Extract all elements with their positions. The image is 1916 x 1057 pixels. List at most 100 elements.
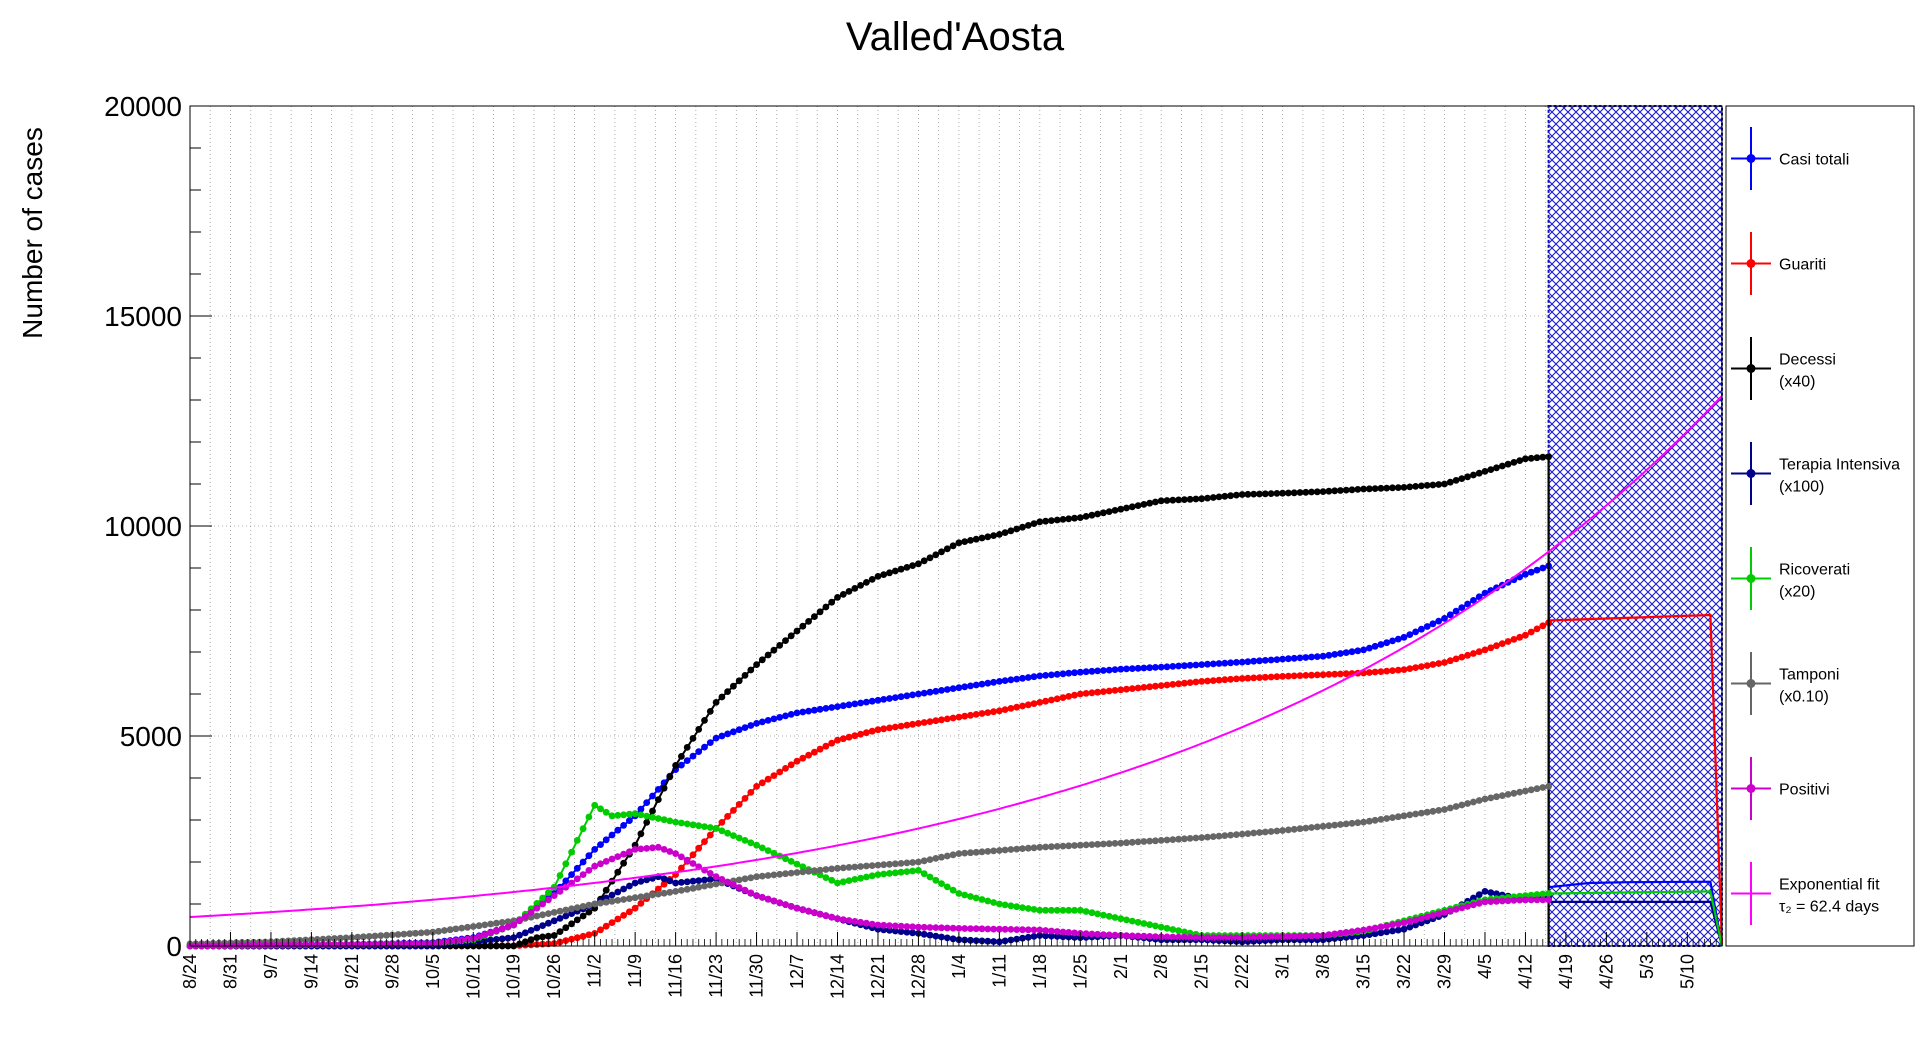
data-point [984, 925, 992, 933]
data-point [1481, 898, 1489, 906]
data-point [926, 873, 934, 881]
data-point [1435, 910, 1443, 918]
data-point [1134, 664, 1142, 672]
data-point [1371, 816, 1379, 824]
data-point [822, 705, 830, 712]
data-point [805, 618, 812, 625]
data-point [886, 724, 893, 732]
data-point [891, 860, 899, 868]
data-point [955, 684, 963, 692]
data-point [1545, 783, 1552, 790]
data-point [730, 881, 737, 889]
data-point [938, 548, 945, 556]
data-point [666, 773, 674, 781]
data-point [978, 534, 986, 542]
data-point [758, 779, 766, 787]
data-point [608, 897, 616, 905]
data-point [475, 922, 483, 930]
data-point [735, 677, 743, 685]
data-point [1053, 906, 1061, 914]
data-point [1065, 842, 1073, 850]
data-point [533, 934, 541, 941]
data-point [863, 862, 870, 870]
data-point [1464, 903, 1471, 910]
data-point [1013, 675, 1021, 683]
data-point [1406, 923, 1414, 931]
data-point [383, 931, 390, 939]
data-point [1533, 454, 1541, 462]
data-point [1470, 901, 1477, 909]
data-point [845, 701, 853, 709]
data-point [972, 925, 980, 933]
legend-marker [1746, 574, 1756, 583]
data-point [1042, 906, 1049, 914]
data-point [839, 878, 847, 886]
data-point [539, 922, 546, 929]
data-point [1140, 838, 1148, 845]
data-point [897, 693, 905, 701]
data-point [1175, 927, 1182, 935]
data-point [649, 891, 656, 899]
data-point [1493, 897, 1500, 905]
data-point [828, 865, 836, 873]
data-point [1007, 926, 1015, 933]
data-point [591, 900, 599, 908]
data-point [799, 863, 807, 871]
data-point [1400, 633, 1408, 641]
data-point [972, 711, 980, 718]
data-point [932, 551, 940, 559]
data-point [1024, 926, 1032, 934]
data-point [1435, 617, 1443, 625]
data-point [1366, 931, 1373, 938]
data-point [978, 925, 986, 933]
data-point [1030, 926, 1038, 934]
x-tick-label: 1/18 [1030, 954, 1050, 989]
data-point [701, 743, 708, 751]
data-point [1290, 933, 1298, 940]
data-point [562, 877, 570, 885]
data-point [556, 907, 564, 915]
x-tick-label: 2/15 [1192, 954, 1212, 989]
x-tick-label: 11/23 [706, 954, 726, 998]
data-point [805, 867, 812, 875]
data-point [1024, 701, 1032, 709]
data-point [886, 569, 893, 577]
data-point [1146, 837, 1154, 845]
data-point [943, 686, 951, 693]
legend-entry: Casi totali [1731, 127, 1849, 190]
data-point [1019, 523, 1026, 531]
data-point [1013, 903, 1021, 911]
data-point [1285, 672, 1292, 680]
data-point [614, 888, 622, 896]
data-point [325, 935, 333, 943]
data-point [1244, 658, 1252, 666]
data-point [805, 707, 812, 715]
data-point [1498, 462, 1506, 470]
data-point [683, 856, 691, 864]
data-point [626, 810, 633, 818]
data-point [1493, 793, 1500, 801]
data-point [1181, 496, 1188, 503]
data-point [1065, 906, 1073, 914]
data-point [787, 761, 795, 769]
data-point [996, 707, 1003, 715]
x-tick-label: 10/5 [423, 954, 443, 989]
data-point [539, 933, 546, 941]
data-point [851, 918, 859, 925]
data-point [712, 825, 720, 832]
data-point [1059, 516, 1067, 523]
data-point [834, 594, 841, 601]
data-point [689, 735, 697, 742]
data-point [891, 567, 899, 575]
data-point [1418, 809, 1425, 817]
data-point [1233, 491, 1240, 499]
data-point [793, 904, 801, 912]
data-point [741, 875, 749, 883]
data-point [782, 901, 789, 908]
data-point [1296, 489, 1304, 496]
data-point [1470, 798, 1477, 806]
data-point [1001, 677, 1009, 684]
data-point [678, 819, 685, 827]
data-point [1221, 492, 1229, 500]
data-point [735, 876, 743, 884]
